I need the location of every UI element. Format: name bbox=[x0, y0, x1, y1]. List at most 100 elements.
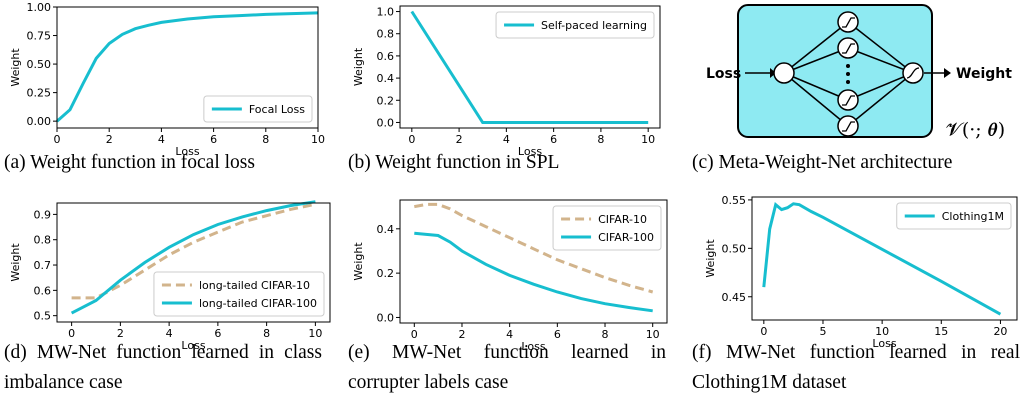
diagram: Loss Weight 𝓥(·; 𝜽) bbox=[706, 4, 1012, 141]
y-tick-label: 1.00 bbox=[27, 1, 52, 14]
legend-label: Clothing1M bbox=[942, 210, 1004, 223]
plot-frame bbox=[56, 202, 331, 323]
network-box bbox=[737, 4, 933, 138]
y-tick-label: 0.7 bbox=[34, 259, 52, 272]
x-tick-label: 20 bbox=[993, 325, 1007, 338]
y-tick-label: 1.0 bbox=[377, 6, 395, 19]
chart: 0.00 0.25 0.50 0.75 1.00 0 2 4 6 8 10 Loss Weight Foc… bbox=[9, 1, 325, 158]
y-tick-label: 0.0 bbox=[377, 311, 395, 324]
y-axis-label: Weight bbox=[352, 47, 365, 86]
x-axis-label: Loss bbox=[181, 339, 205, 352]
x-axis-label: Loss bbox=[175, 145, 199, 158]
y-tick-label: 0.0 bbox=[377, 116, 395, 129]
y-tick-label: 0.9 bbox=[34, 208, 52, 221]
legend bbox=[203, 95, 313, 123]
y-axis-label: Weight bbox=[9, 243, 22, 282]
y-axis-label: Weight bbox=[704, 239, 717, 278]
x-tick-label: 15 bbox=[934, 325, 948, 338]
x-tick-label: 8 bbox=[262, 133, 269, 146]
x-tick-label: 5 bbox=[819, 325, 826, 338]
x-tick-label: 10 bbox=[641, 133, 655, 146]
x-tick-label: 8 bbox=[597, 133, 604, 146]
y-tick-label: 0.45 bbox=[722, 291, 747, 304]
y-tick-label: 0.75 bbox=[27, 30, 52, 43]
activation-icons bbox=[842, 17, 920, 132]
legend-label: CIFAR-100 bbox=[598, 231, 654, 244]
x-tick-label: 10 bbox=[646, 328, 660, 341]
y-tick-label: 0.2 bbox=[377, 267, 395, 280]
legend-label: long-tailed CIFAR-100 bbox=[199, 297, 317, 310]
plot-frame bbox=[399, 5, 661, 129]
output-label: Weight bbox=[956, 66, 1012, 82]
y-tick-label: 0.8 bbox=[34, 234, 52, 247]
input-label: Loss bbox=[706, 66, 741, 82]
caption: (e) MW-Net function learned in corrupter… bbox=[348, 342, 666, 393]
legend-label: Self-paced learning bbox=[541, 19, 647, 32]
x-axis-label: Loss bbox=[872, 337, 896, 350]
x-tick-label: 4 bbox=[503, 133, 510, 146]
plot-frame bbox=[56, 6, 319, 129]
legend bbox=[552, 205, 662, 251]
legend-label: long-tailed CIFAR-10 bbox=[199, 279, 310, 292]
x-tick-label: 6 bbox=[550, 133, 557, 146]
x-axis-label: Loss bbox=[518, 145, 542, 158]
x-tick-label: 2 bbox=[456, 133, 463, 146]
x-tick-label: 10 bbox=[875, 325, 889, 338]
ellipsis bbox=[846, 64, 850, 84]
legend bbox=[495, 11, 655, 39]
x-tick-label: 2 bbox=[458, 328, 465, 341]
line-series bbox=[56, 11, 319, 123]
caption: (d) MW-Net function learned in class imb… bbox=[4, 342, 322, 393]
x-tick-label: 4 bbox=[166, 327, 173, 340]
y-tick-label: 0.4 bbox=[377, 72, 395, 85]
caption: (a) Weight function in focal loss bbox=[4, 152, 255, 173]
x-tick-label: 10 bbox=[308, 327, 322, 340]
line-series bbox=[410, 10, 649, 124]
x-tick-label: 4 bbox=[506, 328, 513, 341]
y-tick-label: 0.55 bbox=[722, 194, 747, 207]
y-tick-label: 0.50 bbox=[722, 242, 747, 255]
x-tick-label: 0 bbox=[408, 133, 415, 146]
y-tick-label: 0.25 bbox=[27, 87, 52, 100]
legend bbox=[896, 202, 1012, 230]
x-tick-label: 0 bbox=[54, 133, 61, 146]
y-tick-label: 0.00 bbox=[27, 115, 52, 128]
plot-frame bbox=[751, 196, 1018, 321]
y-tick-label: 0.6 bbox=[34, 284, 52, 297]
line-series bbox=[414, 231, 653, 313]
x-tick-label: 6 bbox=[214, 327, 221, 340]
legend-label: CIFAR-10 bbox=[598, 213, 647, 226]
x-tick-label: 2 bbox=[117, 327, 124, 340]
plot-frame bbox=[399, 199, 668, 324]
caption: (c) Meta-Weight-Net architecture bbox=[692, 152, 953, 173]
y-axis-label: Weight bbox=[9, 48, 22, 87]
caption: (b) Weight function in SPL bbox=[348, 152, 560, 173]
legend-label: Focal Loss bbox=[249, 103, 305, 116]
y-tick-label: 0.50 bbox=[27, 58, 52, 71]
formula: 𝓥(·; 𝜽) bbox=[946, 119, 1005, 141]
x-tick-label: 2 bbox=[106, 133, 113, 146]
y-tick-label: 0.8 bbox=[377, 28, 395, 41]
y-axis-label: Weight bbox=[352, 242, 365, 281]
y-tick-label: 0.5 bbox=[34, 310, 52, 323]
line-series bbox=[414, 202, 654, 294]
chart: 0.0 0.2 0.4 0.6 0.8 1.0 0 2 4 6 8 10 Loss Weight Self-… bbox=[352, 5, 661, 158]
chart: 0.0 0.2 0.4 0 2 4 6 8 10 Loss Weight CIFAR-10 CIFAR-… bbox=[352, 199, 668, 353]
y-tick-label: 0.2 bbox=[377, 94, 395, 107]
y-tick-label: 0.6 bbox=[377, 50, 395, 63]
chart: 0.5 0.6 0.7 0.8 0.9 0 2 4 6 8 10 Loss Weight long-tai… bbox=[9, 200, 331, 352]
x-tick-label: 6 bbox=[554, 328, 561, 341]
x-tick-label: 10 bbox=[311, 133, 325, 146]
line-series bbox=[71, 202, 316, 300]
x-axis-label: Loss bbox=[521, 340, 545, 353]
caption: (f) MW-Net function learned in real Clot… bbox=[692, 342, 1020, 393]
x-tick-label: 6 bbox=[210, 133, 217, 146]
line-series bbox=[762, 202, 1002, 316]
x-tick-label: 8 bbox=[263, 327, 270, 340]
x-tick-label: 0 bbox=[411, 328, 418, 341]
y-tick-label: 0.4 bbox=[377, 223, 395, 236]
x-tick-label: 8 bbox=[602, 328, 609, 341]
x-tick-label: 0 bbox=[68, 327, 75, 340]
